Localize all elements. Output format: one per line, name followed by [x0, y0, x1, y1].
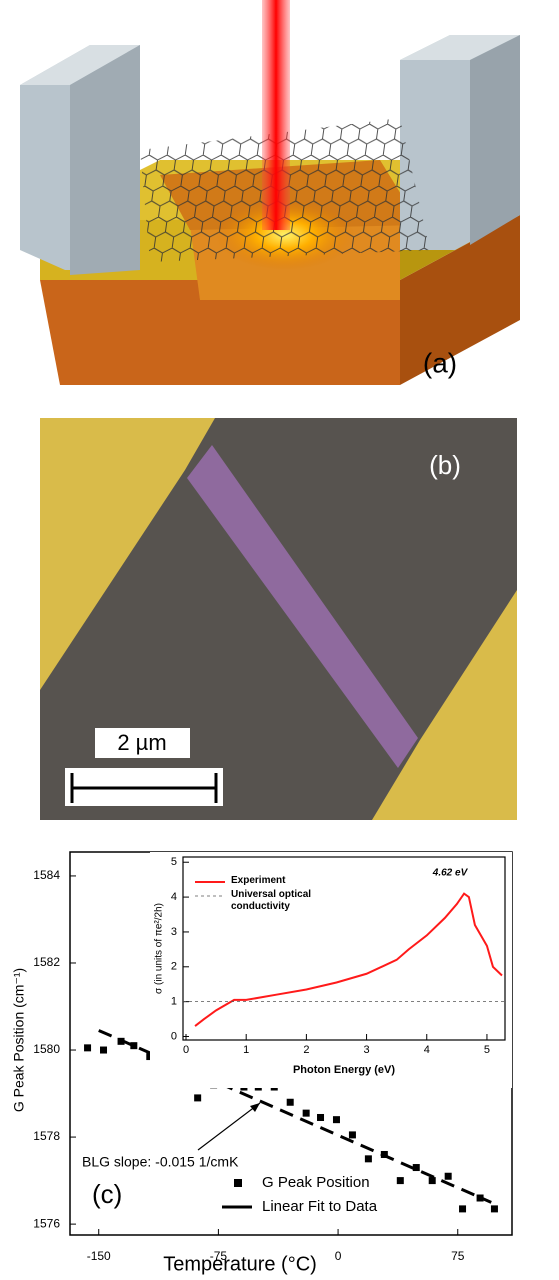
data-point: [348, 1131, 356, 1139]
legend-item: Universal optical conductivity: [231, 889, 312, 912]
y-tick-label: 2: [171, 961, 177, 973]
y-tick-label: 1584: [33, 868, 60, 882]
x-axis-label: Photon Energy (eV): [293, 1064, 395, 1076]
data-point: [317, 1113, 325, 1121]
plot-frame: [182, 856, 506, 1041]
x-tick-label: 1: [243, 1044, 249, 1056]
y-tick-label: 1578: [33, 1129, 60, 1143]
data-point: [84, 1044, 92, 1052]
scale-bar-label: 2 µm: [117, 730, 166, 755]
legend-label: Experiment: [231, 875, 286, 886]
data-point: [100, 1046, 108, 1054]
data-point: [286, 1098, 294, 1106]
x-tick-label: -150: [87, 1249, 111, 1263]
legend-marker: [234, 1179, 242, 1187]
x-tick-label: 0: [335, 1249, 342, 1263]
annotation-arrowhead: [250, 1103, 260, 1112]
inset-background: [150, 852, 512, 1088]
y-tick-label: 1: [171, 996, 177, 1008]
scale-bar-box: [95, 728, 190, 758]
data-point: [490, 1205, 498, 1213]
data-point: [459, 1205, 467, 1213]
annotation-arrow: [197, 1102, 261, 1151]
legend-label: Linear Fit to Data: [262, 1198, 378, 1215]
data-point: [412, 1164, 420, 1172]
data-point: [194, 1094, 202, 1102]
sem-image: [40, 418, 517, 820]
data-point: [396, 1177, 404, 1185]
data-point: [444, 1172, 452, 1180]
y-axis-label: G Peak Position (cm⁻¹): [11, 968, 27, 1112]
data-point: [302, 1109, 310, 1117]
y-tick-label: 0: [171, 1030, 177, 1042]
y-tick-label: 1582: [33, 955, 60, 969]
y-axis-label: σ (in units of πe²/2h): [154, 903, 165, 994]
annotation: 4.62 eV: [432, 867, 469, 878]
panel-label: (c): [92, 1179, 122, 1209]
device-illustration: [20, 0, 520, 385]
legend-label: G Peak Position: [262, 1174, 370, 1191]
data-point: [146, 1053, 154, 1061]
y-tick-label: 5: [171, 856, 177, 868]
x-tick-label: 4: [424, 1044, 430, 1056]
x-tick-label: 75: [451, 1249, 465, 1263]
x-tick-label: 3: [364, 1044, 370, 1056]
legend-item: Experiment: [231, 875, 286, 886]
panel-label: (b): [429, 450, 461, 480]
data-point: [428, 1177, 436, 1185]
data-point: [476, 1194, 484, 1202]
annotation: BLG slope: -0.015 1/cmK: [82, 1154, 239, 1170]
x-axis-label: Temperature (°C): [163, 1253, 317, 1275]
y-tick-label: 3: [171, 926, 177, 938]
data-point: [332, 1116, 340, 1124]
x-tick-label: 5: [484, 1044, 490, 1056]
panel-label: (a): [423, 347, 457, 378]
x-tick-label: 2: [303, 1044, 309, 1056]
y-tick-label: 4: [171, 891, 177, 903]
y-tick-label: 1576: [33, 1216, 60, 1230]
y-tick-label: 1580: [33, 1042, 60, 1056]
data-point: [364, 1155, 372, 1163]
data-line: [194, 892, 503, 1027]
x-tick-label: 0: [183, 1044, 189, 1056]
x-tick-label: -75: [210, 1249, 228, 1263]
data-point: [130, 1042, 138, 1050]
legend-label: Universal optical conductivity: [231, 889, 312, 912]
